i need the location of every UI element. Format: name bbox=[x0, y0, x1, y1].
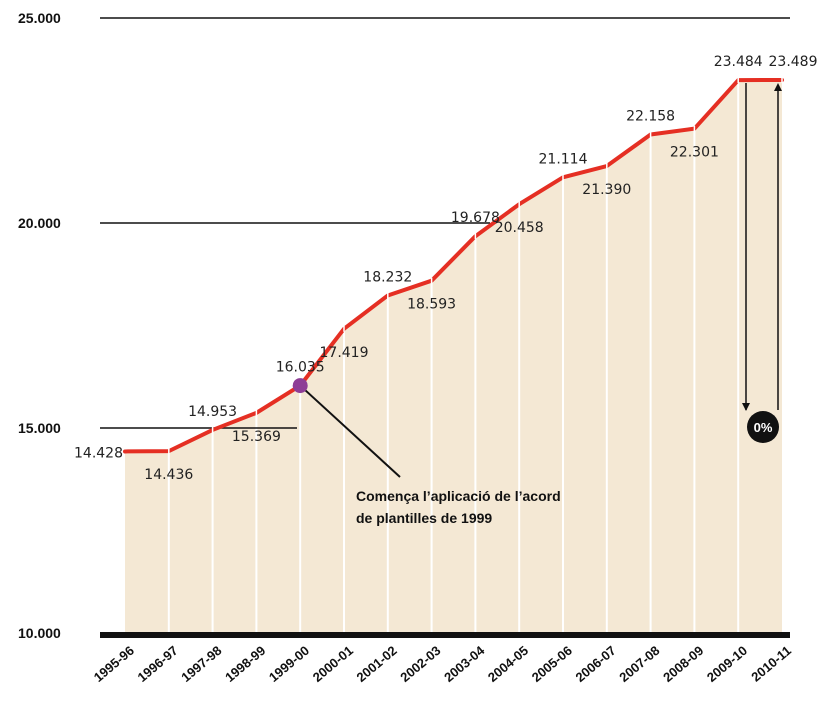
x-tick-label: 2001-02 bbox=[354, 643, 400, 685]
x-tick-label: 1999-00 bbox=[266, 643, 312, 685]
annotation-leader-line bbox=[299, 384, 401, 478]
data-label: 18.232 bbox=[363, 269, 412, 285]
highlight-marker bbox=[292, 378, 308, 394]
data-label: 23.484 bbox=[714, 54, 763, 70]
series-line bbox=[123, 77, 784, 454]
data-label: 14.436 bbox=[144, 467, 193, 483]
y-tick-label: 10.000 bbox=[18, 625, 61, 641]
area-fill-layer bbox=[125, 79, 782, 634]
x-tick-label: 2010-11 bbox=[748, 643, 794, 685]
data-label: 17.419 bbox=[320, 345, 369, 361]
data-label: 21.390 bbox=[582, 182, 631, 198]
x-tick-label: 1997-98 bbox=[178, 643, 224, 685]
x-tick-label: 2003-04 bbox=[441, 642, 488, 685]
annotation-text: de plantilles de 1999 bbox=[356, 510, 492, 526]
x-tick-label: 1995-96 bbox=[91, 643, 137, 685]
x-tick-label: 2004-05 bbox=[485, 643, 531, 685]
data-label: 18.593 bbox=[407, 297, 456, 313]
x-tick-label: 2009-10 bbox=[704, 643, 750, 685]
x-tick-label: 2002-03 bbox=[397, 643, 443, 685]
data-label: 22.301 bbox=[670, 145, 719, 161]
data-label: 19.678 bbox=[451, 210, 500, 226]
x-tick-label: 2006-07 bbox=[573, 643, 619, 685]
data-label: 23.489 bbox=[769, 54, 818, 70]
area-fill bbox=[125, 79, 782, 634]
x-tick-label: 1998-99 bbox=[222, 643, 268, 685]
x-tick-label: 2007-08 bbox=[616, 643, 662, 685]
gridline-layer bbox=[100, 17, 790, 429]
x-tick-label: 1996-97 bbox=[135, 643, 181, 685]
data-label: 22.158 bbox=[626, 109, 675, 125]
annotation-layer: Comença l’aplicació de l’acord de plantil… bbox=[292, 82, 782, 526]
annotation-text: Comença l’aplicació de l’acord bbox=[356, 488, 561, 504]
y-tick-label: 25.000 bbox=[18, 10, 61, 26]
data-label: 21.114 bbox=[539, 151, 588, 167]
arrowhead-down bbox=[742, 403, 750, 411]
change-badge bbox=[747, 411, 779, 443]
y-tick-label: 20.000 bbox=[18, 215, 61, 231]
data-label: 14.428 bbox=[74, 445, 123, 461]
x-tick-label: 2008-09 bbox=[660, 643, 706, 685]
data-label: 14.953 bbox=[188, 404, 237, 420]
arrowhead-up bbox=[774, 82, 782, 91]
y-tick-label: 15.000 bbox=[18, 420, 61, 436]
x-tick-label: 2000-01 bbox=[310, 643, 356, 685]
data-label: 16.035 bbox=[276, 360, 325, 376]
data-label: 15.369 bbox=[232, 429, 281, 445]
x-tick-label: 2005-06 bbox=[529, 643, 575, 685]
data-label: 20.458 bbox=[495, 220, 544, 236]
change-badge-label: 0% bbox=[754, 420, 773, 435]
